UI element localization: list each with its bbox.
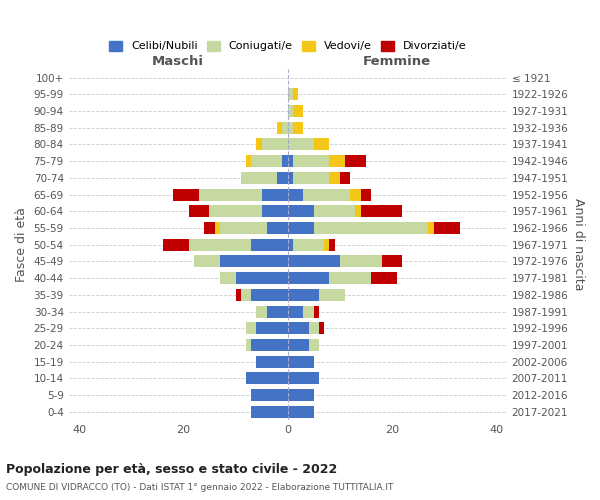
Bar — [236, 289, 241, 301]
Bar — [329, 155, 345, 167]
Bar — [262, 138, 287, 150]
Bar — [304, 188, 350, 200]
Bar — [293, 122, 304, 134]
Bar — [287, 272, 329, 284]
Bar — [267, 306, 287, 318]
Bar — [350, 188, 361, 200]
Bar — [241, 289, 251, 301]
Bar — [199, 188, 262, 200]
Bar — [251, 155, 283, 167]
Bar — [314, 138, 329, 150]
Text: COMUNE DI VIDRACCO (TO) - Dati ISTAT 1° gennaio 2022 - Elaborazione TUTTITALIA.I: COMUNE DI VIDRACCO (TO) - Dati ISTAT 1° … — [6, 484, 394, 492]
Bar — [308, 322, 319, 334]
Bar — [246, 339, 251, 351]
Bar — [371, 272, 397, 284]
Bar — [173, 188, 199, 200]
Bar — [287, 88, 293, 101]
Bar — [293, 172, 329, 184]
Bar — [293, 105, 304, 117]
Bar — [287, 105, 293, 117]
Bar — [287, 256, 340, 268]
Bar — [262, 188, 287, 200]
Bar — [287, 122, 293, 134]
Bar — [283, 155, 287, 167]
Bar — [277, 122, 283, 134]
Bar — [287, 138, 314, 150]
Bar — [340, 172, 350, 184]
Bar — [194, 256, 220, 268]
Bar — [256, 322, 287, 334]
Bar — [382, 256, 403, 268]
Bar — [287, 372, 319, 384]
Bar — [287, 289, 319, 301]
Bar — [220, 222, 267, 234]
Bar — [246, 155, 251, 167]
Bar — [314, 306, 319, 318]
Bar — [340, 256, 382, 268]
Bar — [283, 122, 287, 134]
Bar — [251, 389, 287, 401]
Bar — [434, 222, 460, 234]
Bar — [251, 238, 287, 250]
Bar — [319, 322, 324, 334]
Bar — [319, 289, 345, 301]
Bar — [293, 88, 298, 101]
Bar — [246, 372, 287, 384]
Bar — [241, 172, 277, 184]
Bar — [256, 306, 267, 318]
Bar — [262, 206, 287, 218]
Bar — [287, 406, 314, 418]
Bar — [204, 222, 215, 234]
Text: Maschi: Maschi — [152, 56, 204, 68]
Bar — [220, 272, 236, 284]
Bar — [246, 322, 256, 334]
Bar — [287, 306, 304, 318]
Bar — [329, 272, 371, 284]
Bar — [329, 172, 340, 184]
Bar — [314, 222, 428, 234]
Y-axis label: Anni di nascita: Anni di nascita — [572, 198, 585, 291]
Bar — [304, 306, 314, 318]
Bar — [188, 206, 209, 218]
Bar — [293, 155, 329, 167]
Bar — [287, 206, 314, 218]
Bar — [314, 206, 355, 218]
Bar — [355, 206, 361, 218]
Bar — [256, 138, 262, 150]
Text: Femmine: Femmine — [363, 56, 431, 68]
Bar — [308, 339, 319, 351]
Bar — [188, 238, 251, 250]
Bar — [287, 339, 308, 351]
Bar — [287, 356, 314, 368]
Bar — [256, 356, 287, 368]
Bar — [361, 206, 403, 218]
Bar — [236, 272, 287, 284]
Bar — [209, 206, 262, 218]
Bar — [293, 238, 324, 250]
Bar — [251, 289, 287, 301]
Bar — [287, 238, 293, 250]
Bar — [220, 256, 287, 268]
Bar — [287, 222, 314, 234]
Legend: Celibi/Nubili, Coniugati/e, Vedovi/e, Divorziati/e: Celibi/Nubili, Coniugati/e, Vedovi/e, Di… — [104, 36, 471, 56]
Bar — [287, 322, 308, 334]
Bar — [287, 155, 293, 167]
Bar — [251, 339, 287, 351]
Bar — [277, 172, 287, 184]
Bar — [324, 238, 329, 250]
Bar — [287, 172, 293, 184]
Bar — [163, 238, 188, 250]
Bar — [428, 222, 434, 234]
Bar — [215, 222, 220, 234]
Bar — [345, 155, 366, 167]
Bar — [287, 389, 314, 401]
Bar — [287, 188, 304, 200]
Y-axis label: Fasce di età: Fasce di età — [15, 208, 28, 282]
Bar — [329, 238, 335, 250]
Text: Popolazione per età, sesso e stato civile - 2022: Popolazione per età, sesso e stato civil… — [6, 462, 337, 475]
Bar — [251, 406, 287, 418]
Bar — [361, 188, 371, 200]
Bar — [267, 222, 287, 234]
